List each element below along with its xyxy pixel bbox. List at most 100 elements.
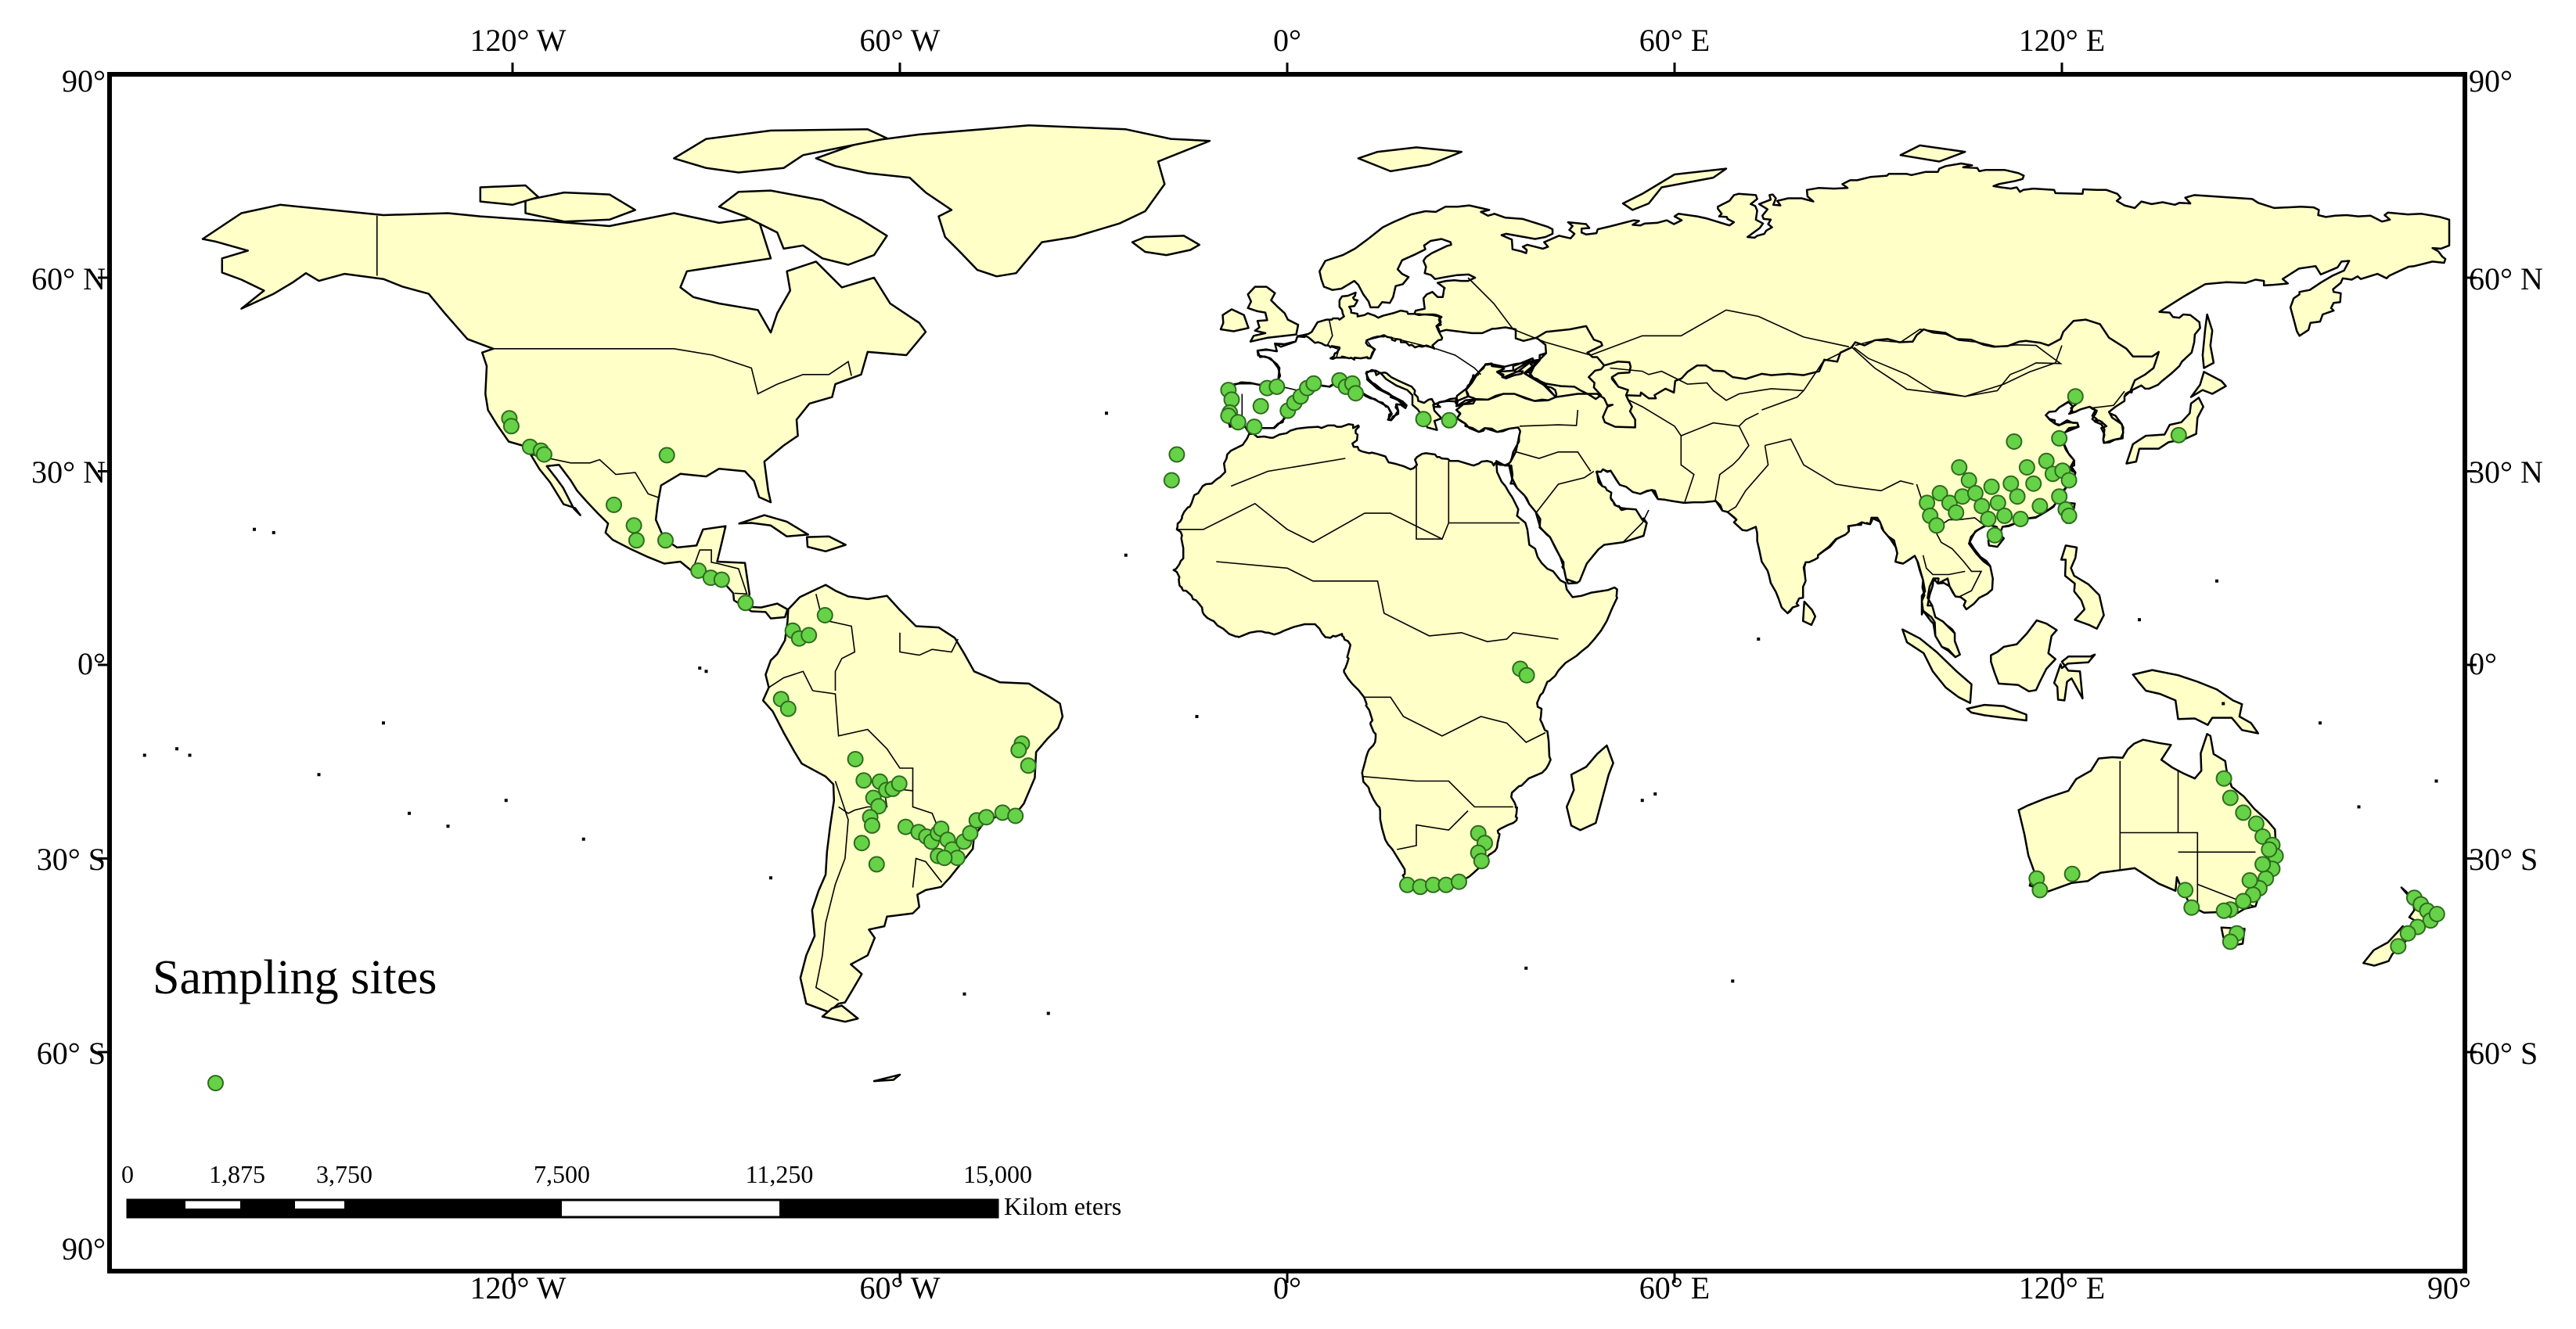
island-speck: [504, 799, 508, 803]
sampling-site-marker: [2060, 472, 2078, 489]
ellesmere-island: [673, 128, 888, 174]
ireland: [1219, 308, 1250, 332]
left-axis-labels: 90° 60° N 30° N 0° 30° S 60° S 90°: [31, 63, 106, 1266]
sampling-sites-layer: [207, 372, 2445, 1092]
right-label-30n: 30° N: [2469, 454, 2543, 490]
island-speck: [698, 666, 702, 670]
se-asia-border-2: [1932, 526, 1983, 598]
sampling-site-marker: [978, 809, 995, 826]
south-america-border-4: [899, 632, 959, 656]
left-label-90n: 90°: [62, 63, 106, 99]
sampling-site-marker: [1928, 517, 1945, 534]
europe-border-1: [1326, 319, 1436, 359]
sampling-site-marker: [1229, 414, 1247, 431]
sampling-site-marker: [2031, 882, 2049, 899]
island-speck: [1757, 638, 1761, 641]
sampling-site-marker: [1473, 853, 1490, 870]
java: [1966, 703, 2027, 722]
island-speck: [1105, 411, 1108, 415]
sakhalin: [2201, 313, 2215, 369]
island-speck: [962, 992, 966, 996]
eurasia: [1172, 162, 2451, 891]
sampling-site-marker: [606, 496, 622, 513]
sampling-site-marker: [2006, 433, 2023, 450]
right-label-90n: 90°: [2469, 63, 2513, 99]
island-speck: [769, 876, 772, 880]
bottom-label-0: 0°: [1273, 1270, 1301, 1306]
scale-seg-5: [344, 1200, 562, 1217]
sampling-site-marker: [628, 532, 645, 549]
south-america-border-3: [815, 781, 849, 1001]
scale-bar: 0 1,875 3,750 7,500 11,250 15,000 Kilom …: [121, 1160, 1121, 1220]
philippines: [2060, 544, 2105, 630]
greenland: [815, 124, 1211, 278]
bottom-label-120w: 120° W: [470, 1270, 566, 1306]
sampling-site-marker: [2009, 488, 2026, 505]
sampling-site-marker: [658, 447, 675, 464]
sampling-site-marker: [1948, 504, 1965, 521]
island-speck: [1524, 966, 1528, 970]
sampling-site-marker: [2261, 841, 2278, 858]
sampling-site-marker: [1246, 418, 1263, 436]
sampling-site-marker: [737, 594, 754, 612]
bottom-label-60e: 60° E: [1639, 1270, 1710, 1306]
sampling-site-marker: [713, 571, 730, 588]
land-layer: [201, 124, 2451, 1083]
sampling-site-marker: [1415, 411, 1432, 428]
iceland: [1131, 235, 1201, 257]
scale-label-1875: 1,875: [209, 1160, 265, 1188]
new-guinea: [2132, 669, 2260, 735]
great-britain: [1247, 286, 1300, 343]
kazakhstan-border: [1610, 367, 1804, 401]
africa-madagascar: [1565, 744, 1614, 832]
severnaya-zemlya: [1899, 144, 1966, 163]
top-label-120w: 120° W: [470, 23, 566, 58]
left-label-90s: 90°: [62, 1231, 106, 1266]
sampling-site-marker: [2183, 899, 2200, 916]
sumatra: [1901, 628, 1973, 704]
scale-seg-2: [185, 1209, 240, 1217]
left-label-30n: 30° N: [31, 454, 106, 490]
border-layer: [376, 215, 2256, 1001]
sampling-site-marker: [1951, 459, 1968, 476]
banks-island: [479, 184, 540, 207]
hokkaido: [2189, 371, 2227, 398]
top-label-60w: 60° W: [859, 23, 940, 58]
middle-east-border-4: [1622, 509, 1650, 543]
island-speck: [581, 837, 585, 841]
island-speck: [382, 721, 385, 725]
middle-east-border-1: [1516, 451, 1592, 472]
sampling-site-marker: [2031, 497, 2049, 515]
sampling-site-marker: [2060, 507, 2078, 524]
bottom-label-120e: 120° E: [2019, 1270, 2105, 1306]
island-speck: [2215, 579, 2218, 583]
russia-border: [1467, 277, 1849, 356]
sampling-site-marker: [1966, 485, 1984, 501]
south-america-border-1: [812, 690, 940, 830]
sampling-site-marker: [1168, 446, 1185, 463]
sampling-site-marker: [1163, 472, 1180, 489]
iran-afghan-border: [1680, 436, 1695, 505]
island-speck: [2222, 702, 2225, 706]
south-america-border-6: [768, 670, 814, 691]
sampling-site-marker: [853, 835, 870, 852]
mongolia-border: [1853, 329, 2063, 397]
sri-lanka: [1801, 600, 1817, 627]
africa-border-3: [1365, 696, 1546, 743]
bottom-label-60w: 60° W: [859, 1270, 940, 1306]
africa-border-8: [1230, 458, 1346, 487]
scale-unit: Kilom eters: [1004, 1192, 1121, 1220]
scale-seg-1b: [128, 1209, 185, 1217]
svalbard: [1357, 146, 1463, 173]
sampling-site-marker: [502, 418, 520, 435]
sampling-site-marker: [868, 856, 885, 873]
sampling-site-marker: [1305, 375, 1322, 392]
island-speck: [188, 753, 192, 757]
us-mexico-border: [530, 454, 660, 499]
sampling-site-marker: [2025, 475, 2042, 492]
novaya-zemlya: [1621, 167, 1728, 211]
africa-border-4: [1362, 775, 1513, 808]
sampling-site-marker: [2177, 882, 2194, 899]
top-label-60e: 60° E: [1639, 23, 1710, 58]
sampling-site-marker: [1441, 411, 1458, 429]
